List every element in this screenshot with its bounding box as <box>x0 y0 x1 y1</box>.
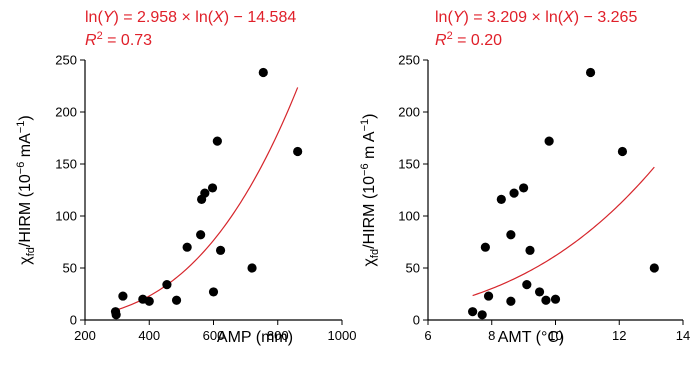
chart-panel-amt: ln(Y) = 3.209 × ln(X) − 3.265 R2 = 0.20 … <box>359 9 690 346</box>
data-point <box>585 67 596 78</box>
fit-curve <box>472 166 655 297</box>
data-point <box>506 296 516 306</box>
data-point <box>509 188 519 198</box>
y-tick-label: 150 <box>55 157 77 172</box>
x-axis-title: AMT (°C) <box>498 329 565 346</box>
data-point <box>525 245 535 255</box>
data-point <box>247 263 257 273</box>
y-tick-label: 50 <box>63 261 77 276</box>
equation-line-2: R2 = 0.20 <box>435 30 502 49</box>
y-tick-label: 0 <box>70 313 77 328</box>
y-axis-title: χfd/HIRM (10−6 m A−1) <box>359 114 381 267</box>
x-tick-label: 14 <box>676 328 690 343</box>
x-tick-label: 10 <box>548 328 562 343</box>
chart-panel-amp: ln(Y) = 2.958 × ln(X) − 14.584 R2 = 0.73… <box>15 9 356 346</box>
data-point <box>182 242 192 252</box>
data-point <box>483 291 494 301</box>
data-point <box>480 242 490 252</box>
x-tick-label: 6 <box>424 328 431 343</box>
data-point <box>162 280 172 290</box>
x-tick-label: 1000 <box>328 328 357 343</box>
x-tick-label: 8 <box>488 328 495 343</box>
y-tick-label: 100 <box>55 209 77 224</box>
data-point <box>541 295 551 305</box>
data-point <box>208 287 219 297</box>
data-point <box>207 183 218 193</box>
data-point <box>200 188 210 198</box>
data-point <box>144 296 154 306</box>
y-tick-label: 200 <box>55 105 77 120</box>
equation-line-2: R2 = 0.73 <box>85 30 152 49</box>
data-point <box>534 287 545 297</box>
data-point <box>522 280 532 290</box>
y-axis-title: χfd/HIRM (10−6 mA−1) <box>15 115 37 264</box>
data-point <box>506 230 516 240</box>
data-point <box>550 294 561 304</box>
data-point <box>215 245 226 255</box>
y-tick-label: 250 <box>55 53 77 68</box>
data-point <box>468 307 478 317</box>
data-point <box>519 183 529 193</box>
plot-area: 0 50 100 150 200 250 200 400 600 800 1000 <box>55 53 356 344</box>
data-point <box>111 310 121 320</box>
plot-area: 0 50 100 150 200 250 6 8 10 12 14 <box>398 53 690 344</box>
y-tick-label: 200 <box>398 105 420 120</box>
data-point <box>212 136 222 146</box>
x-tick-label: 800 <box>267 328 289 343</box>
equation-line-1: ln(Y) = 3.209 × ln(X) − 3.265 <box>435 9 637 26</box>
data-point <box>544 136 554 146</box>
x-tick-label: 400 <box>138 328 160 343</box>
data-point <box>496 194 506 204</box>
x-tick-label: 200 <box>74 328 96 343</box>
y-tick-label: 250 <box>398 53 420 68</box>
x-axis-title: AMP (mm) <box>217 329 293 346</box>
data-point <box>118 291 128 301</box>
x-tick-label: 12 <box>612 328 626 343</box>
y-tick-label: 50 <box>406 261 420 276</box>
data-point <box>477 310 487 320</box>
x-tick-label: 600 <box>203 328 225 343</box>
data-point <box>171 295 182 305</box>
data-point <box>617 146 628 157</box>
y-tick-label: 0 <box>413 313 420 328</box>
y-tick-label: 100 <box>398 209 420 224</box>
equation-line-1: ln(Y) = 2.958 × ln(X) − 14.584 <box>85 9 296 26</box>
fit-curve <box>115 87 299 311</box>
y-tick-label: 150 <box>398 157 420 172</box>
data-point <box>196 230 206 240</box>
data-point <box>293 146 303 157</box>
data-point <box>649 263 659 273</box>
data-point <box>258 67 268 78</box>
